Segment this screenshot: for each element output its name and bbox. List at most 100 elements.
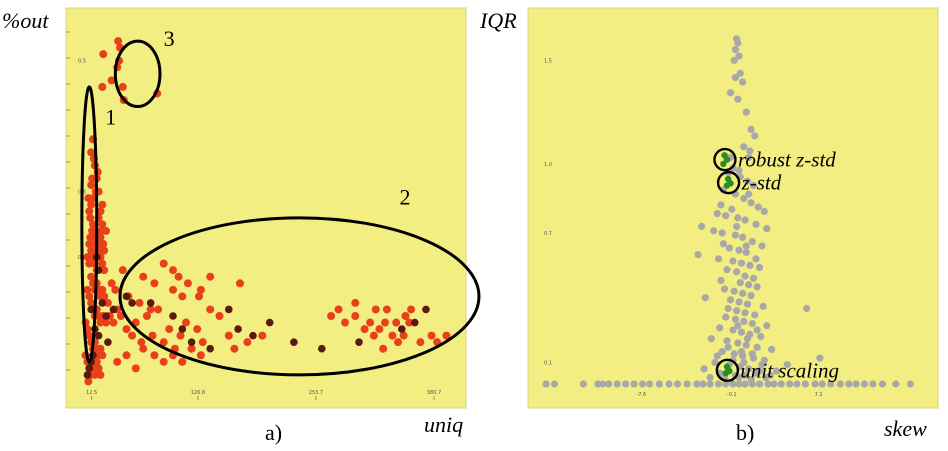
panel-b-point [749,181,758,190]
panel-b-baseline-point [869,380,877,388]
panel-b-point [694,250,702,259]
panel-a-x-axis-label: uniq [424,412,463,437]
panel-b-y-tick-label: 1.0 [544,162,552,168]
panel-a-dark-point [206,344,214,353]
panel-a-x-tick-label: 126.8 [191,390,205,396]
panel-a-point [85,292,94,301]
panel-b-point [802,304,811,313]
panel-a-point [327,312,336,320]
panel-a-point [85,259,94,268]
panel-b-point [707,335,715,343]
panel-a-point [107,279,116,288]
panel-a-dark-point [225,305,233,314]
panel-a-point [122,351,131,360]
panel-b-point [743,300,752,308]
cluster-1-label: 1 [105,104,116,129]
panel-a-dark-point [234,325,242,333]
cluster-3-label: 3 [164,26,175,51]
panel-b-point [723,266,731,274]
panel-b-baseline-point [748,380,756,388]
panel-a-point [182,318,191,327]
panel-a-point [89,194,98,203]
panel-b-point [731,231,740,239]
panel-a-y-tick-label: 0.5 [78,59,86,65]
panel-a-point [142,312,151,320]
panel-a-point [178,292,187,301]
panel-b-point [735,52,743,60]
panel-a-point [96,318,105,327]
panel-a-point [86,233,95,242]
panel-b-point [753,326,761,334]
panel-a-point [206,272,215,281]
panel-a-dark-point [422,305,430,314]
panel-a-point [369,331,378,340]
panel-b-baseline-point [693,380,701,388]
panel-b-point [742,108,750,116]
panel-a-point [351,298,360,307]
panel-b-point [718,348,726,356]
panel-b-baseline-point [786,380,794,388]
panel-b-point [752,255,760,263]
panel-a-point [99,50,108,59]
panel-a-points [81,37,451,386]
panel-b-baseline-point [622,380,630,388]
panel-b-point [745,190,753,198]
panel-a-point [407,305,416,314]
panel-b-point [737,328,746,336]
panel-b-point [739,233,747,241]
panel-b-point [722,212,730,220]
panel-b-point [747,125,755,134]
panel-b-point [751,132,759,140]
panel-a-point [176,331,185,340]
panel-a-point [193,325,202,334]
panel-a-point [150,279,159,288]
panel-a-point [88,174,97,183]
panel-b-point [754,203,762,211]
panel-a-point [83,285,92,294]
panel-b-point [734,322,742,330]
panel-a-point [235,279,244,288]
panel-b-point [710,227,718,235]
panel-a-point [118,266,127,275]
panel-b-point [736,69,744,77]
panel-a-point [399,331,408,340]
panel-b-point [728,205,736,213]
panel-a-dark-point [122,292,131,301]
cluster-1-ellipse [80,85,99,364]
panel-b-point [763,322,771,330]
panel-a-point [416,338,425,347]
panel-a-dark-point [109,305,118,314]
panel-b-point [713,209,721,218]
panel-b-point [730,350,738,358]
panel-b-label: b) [736,420,754,445]
panel-b-baseline-point [665,380,673,388]
panel-b-baseline-point [599,380,607,388]
panel-b-point [748,238,756,246]
panel-a-point [150,351,159,360]
panel-a-point [92,357,101,366]
panel-a-dark-point [85,364,94,373]
panel-b-point [726,296,735,304]
panel-a-point [100,292,109,301]
panel-b-point [713,352,721,360]
panel-b-baseline-point [836,380,844,388]
panel-b-y-axis-label: IQR [479,8,517,33]
panel-b-point [737,348,746,356]
panel-a-point [87,148,96,157]
panel-b-point [700,365,708,373]
panel-a-point [100,246,109,255]
panel-a-point [401,312,410,320]
panel-a-point [87,298,96,307]
panel-a-dark-point [178,325,187,333]
panel-b-baseline-point [699,380,707,388]
panel-a-point [135,298,144,307]
panel-a-point [196,351,205,360]
panel-b-point [717,201,725,209]
panel-a-point [85,207,94,216]
panel-b-point [745,153,753,162]
panel-b-point [735,166,743,174]
panel-a: 12.5 126.8 253.7 380.70.50.30.2 123 %out un… [2,7,481,445]
panel-b-baseline-point [801,380,809,388]
panel-a-point [392,318,401,327]
panel-b-point [747,291,755,300]
